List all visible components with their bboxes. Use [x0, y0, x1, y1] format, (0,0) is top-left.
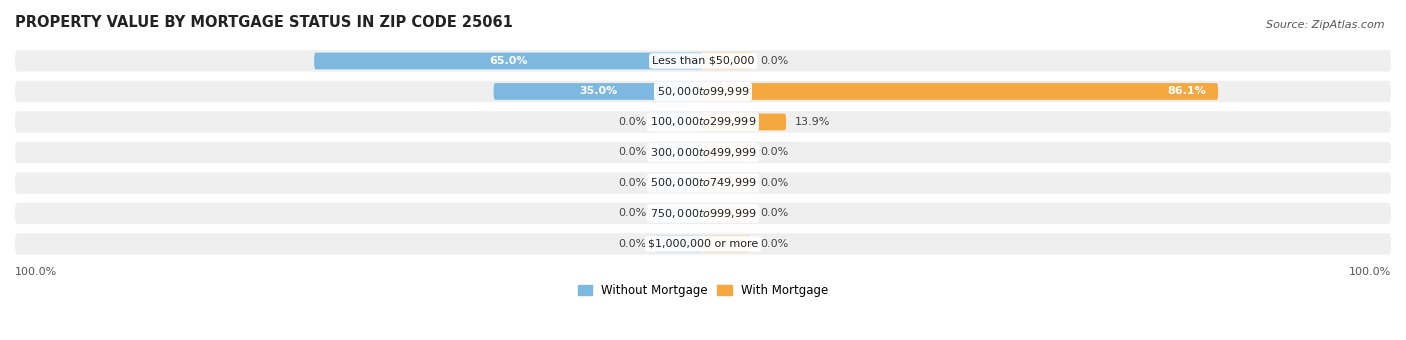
Legend: Without Mortgage, With Mortgage: Without Mortgage, With Mortgage	[574, 279, 832, 302]
FancyBboxPatch shape	[703, 53, 751, 69]
Text: 0.0%: 0.0%	[617, 239, 647, 249]
FancyBboxPatch shape	[655, 205, 703, 222]
Text: 0.0%: 0.0%	[759, 148, 789, 157]
Text: 0.0%: 0.0%	[759, 239, 789, 249]
Text: Less than $50,000: Less than $50,000	[652, 56, 754, 66]
FancyBboxPatch shape	[15, 50, 1391, 72]
Text: PROPERTY VALUE BY MORTGAGE STATUS IN ZIP CODE 25061: PROPERTY VALUE BY MORTGAGE STATUS IN ZIP…	[15, 15, 513, 30]
Text: $1,000,000 or more: $1,000,000 or more	[648, 239, 758, 249]
FancyBboxPatch shape	[494, 83, 703, 100]
Text: 13.9%: 13.9%	[796, 117, 831, 127]
Text: 0.0%: 0.0%	[759, 56, 789, 66]
FancyBboxPatch shape	[15, 172, 1391, 193]
Text: Source: ZipAtlas.com: Source: ZipAtlas.com	[1267, 20, 1385, 30]
FancyBboxPatch shape	[15, 203, 1391, 224]
FancyBboxPatch shape	[703, 83, 1218, 100]
Text: 0.0%: 0.0%	[617, 117, 647, 127]
Text: $50,000 to $99,999: $50,000 to $99,999	[657, 85, 749, 98]
FancyBboxPatch shape	[703, 174, 751, 191]
Text: $500,000 to $749,999: $500,000 to $749,999	[650, 176, 756, 189]
FancyBboxPatch shape	[703, 205, 751, 222]
Text: 35.0%: 35.0%	[579, 86, 617, 97]
Text: 65.0%: 65.0%	[489, 56, 527, 66]
FancyBboxPatch shape	[655, 144, 703, 161]
Text: 100.0%: 100.0%	[15, 267, 58, 277]
FancyBboxPatch shape	[655, 236, 703, 252]
Text: 0.0%: 0.0%	[617, 178, 647, 188]
Text: 0.0%: 0.0%	[759, 178, 789, 188]
FancyBboxPatch shape	[703, 114, 786, 130]
FancyBboxPatch shape	[15, 142, 1391, 163]
Text: $750,000 to $999,999: $750,000 to $999,999	[650, 207, 756, 220]
FancyBboxPatch shape	[655, 114, 703, 130]
FancyBboxPatch shape	[703, 144, 751, 161]
FancyBboxPatch shape	[15, 111, 1391, 133]
FancyBboxPatch shape	[655, 174, 703, 191]
Text: 0.0%: 0.0%	[617, 148, 647, 157]
FancyBboxPatch shape	[314, 53, 703, 69]
Text: $300,000 to $499,999: $300,000 to $499,999	[650, 146, 756, 159]
FancyBboxPatch shape	[15, 233, 1391, 255]
Text: 0.0%: 0.0%	[759, 208, 789, 218]
Text: 0.0%: 0.0%	[617, 208, 647, 218]
FancyBboxPatch shape	[703, 236, 751, 252]
Text: $100,000 to $299,999: $100,000 to $299,999	[650, 116, 756, 129]
FancyBboxPatch shape	[15, 81, 1391, 102]
Text: 100.0%: 100.0%	[1348, 267, 1391, 277]
Text: 86.1%: 86.1%	[1167, 86, 1206, 97]
